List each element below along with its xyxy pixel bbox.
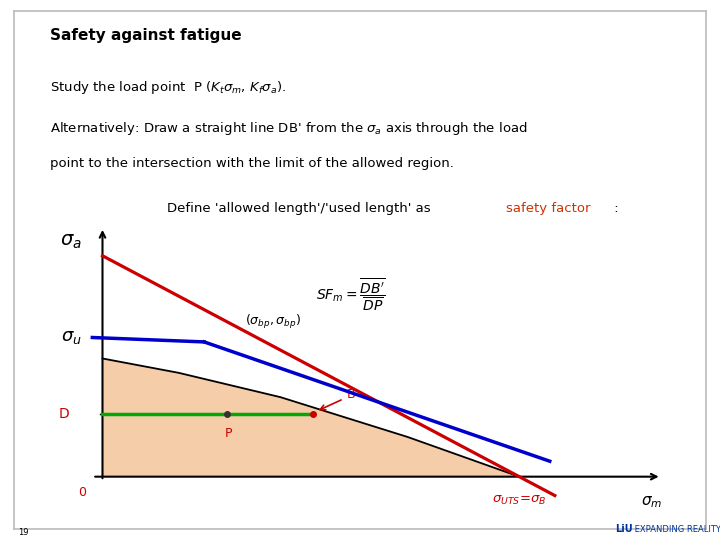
Text: :: : — [610, 202, 618, 215]
Text: $(\sigma_{bp}, \sigma_{bp})$: $(\sigma_{bp}, \sigma_{bp})$ — [245, 313, 301, 331]
Text: $\sigma_u$: $\sigma_u$ — [61, 328, 82, 347]
Text: Study the load point  P ($K_t\sigma_m$, $K_f\sigma_a$).: Study the load point P ($K_t\sigma_m$, $… — [50, 79, 287, 96]
Text: $SF_m = \dfrac{\overline{DB^{\prime}}}{\overline{DP}}$: $SF_m = \dfrac{\overline{DB^{\prime}}}{\… — [316, 277, 386, 314]
Text: EXPANDING REALITY: EXPANDING REALITY — [632, 524, 720, 534]
Text: B': B' — [320, 388, 359, 410]
Polygon shape — [102, 359, 519, 477]
Text: Define 'allowed length'/'used length' as: Define 'allowed length'/'used length' as — [167, 202, 435, 215]
Text: LiU: LiU — [616, 523, 633, 534]
Text: $\sigma_{UTS}$=$\sigma_B$: $\sigma_{UTS}$=$\sigma_B$ — [492, 494, 546, 508]
Text: safety factor: safety factor — [506, 202, 590, 215]
Text: $\sigma_a$: $\sigma_a$ — [60, 232, 82, 251]
Text: 19: 19 — [18, 528, 29, 537]
Text: D: D — [59, 407, 69, 421]
Text: point to the intersection with the limit of the allowed region.: point to the intersection with the limit… — [50, 157, 454, 170]
Text: P: P — [225, 427, 232, 440]
Text: $\sigma_m$: $\sigma_m$ — [641, 494, 662, 510]
Text: Alternatively: Draw a straight line DB' from the $\sigma_a$ axis through the loa: Alternatively: Draw a straight line DB' … — [50, 120, 528, 137]
Text: Safety against fatigue: Safety against fatigue — [50, 28, 242, 43]
Text: 0: 0 — [78, 485, 86, 498]
